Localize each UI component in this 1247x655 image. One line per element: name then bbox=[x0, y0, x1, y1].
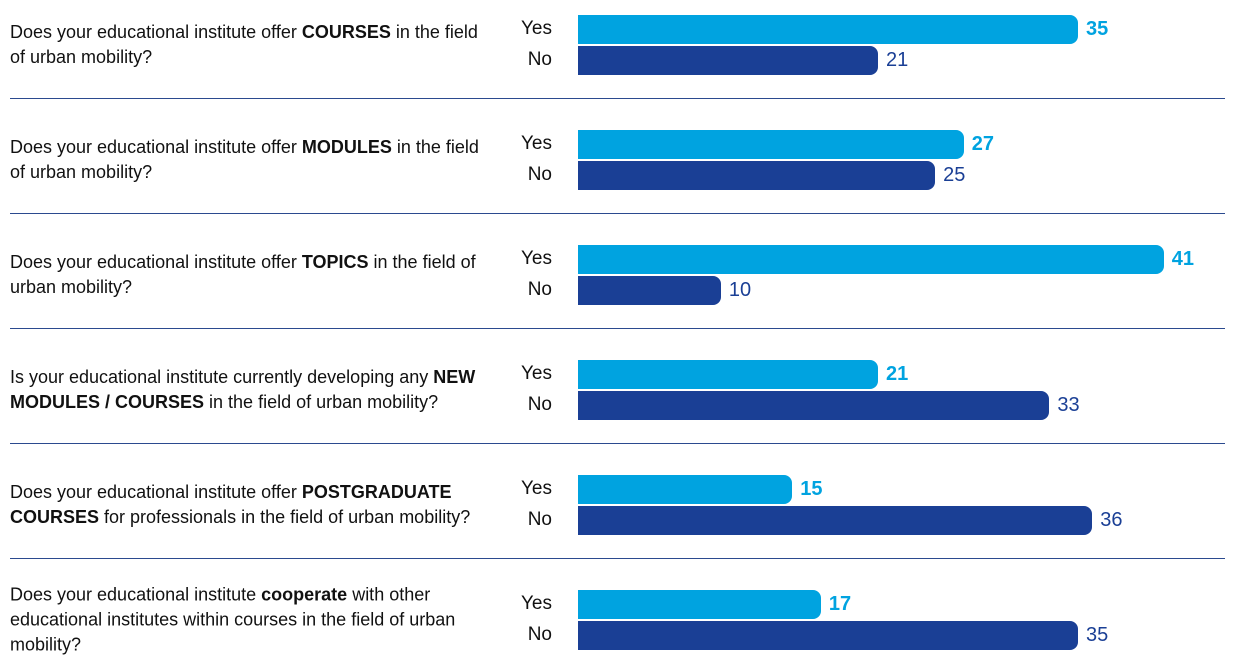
bar bbox=[578, 621, 1078, 650]
question-part: with other educational institutes within… bbox=[10, 584, 456, 655]
bar bbox=[578, 46, 878, 75]
question-part: Does your educational institute offer bbox=[10, 252, 302, 272]
bar bbox=[578, 245, 1164, 274]
question-part: in the field of urban mobility? bbox=[10, 137, 479, 182]
separator bbox=[10, 213, 1225, 214]
question-part: COURSES bbox=[301, 22, 391, 42]
value-label: 10 bbox=[728, 279, 752, 301]
question-part: in the field of urban mobility? bbox=[10, 252, 476, 297]
value-label: 36 bbox=[1100, 509, 1123, 531]
value-label: 17 bbox=[828, 593, 852, 615]
series-label: Yes bbox=[521, 478, 552, 499]
separator bbox=[10, 443, 1225, 444]
bar bbox=[578, 391, 1050, 420]
value-label: 35 bbox=[1086, 18, 1109, 40]
series-label: No bbox=[527, 624, 552, 645]
bar bbox=[578, 475, 793, 504]
bar bbox=[578, 590, 821, 619]
question-part: POSTGRADUATE COURSES bbox=[10, 482, 452, 527]
question-part: cooperate bbox=[261, 584, 348, 605]
series-label: No bbox=[527, 509, 552, 530]
question-part: for professionals in the field of urban … bbox=[99, 507, 471, 527]
separator bbox=[10, 558, 1225, 559]
question-part: MODULES bbox=[301, 137, 392, 157]
question: Does your educational institute offer TO… bbox=[10, 250, 480, 300]
series-label: Yes bbox=[521, 363, 552, 384]
question-part: Is your educational institute currently … bbox=[10, 367, 434, 387]
series-label: No bbox=[527, 394, 552, 415]
series-label: Yes bbox=[521, 18, 552, 39]
value-label: 41 bbox=[1171, 248, 1194, 270]
series-label: No bbox=[527, 164, 552, 185]
bar bbox=[578, 506, 1093, 535]
question-part: TOPICS bbox=[301, 252, 369, 272]
series-label: Yes bbox=[521, 593, 552, 614]
question: Is your educational institute currently … bbox=[10, 365, 480, 415]
separator bbox=[10, 328, 1225, 329]
question: Does your educational institute offer CO… bbox=[10, 20, 480, 70]
value-label: 35 bbox=[1086, 624, 1109, 646]
value-label: 15 bbox=[800, 478, 823, 500]
question-part: Does your educational institute offer bbox=[10, 22, 302, 42]
question-part: Does your educational institute bbox=[10, 584, 262, 605]
question-part: NEW MODULES / COURSES bbox=[10, 367, 476, 412]
question-part: in the field of urban mobility? bbox=[204, 392, 439, 412]
bar bbox=[578, 161, 936, 190]
series-label: Yes bbox=[521, 133, 552, 154]
question: Does your educational institute cooperat… bbox=[10, 583, 480, 655]
question-part: Does your educational institute offer bbox=[10, 137, 302, 157]
series-label: Yes bbox=[521, 248, 552, 269]
value-label: 25 bbox=[943, 164, 966, 186]
bar bbox=[578, 360, 878, 389]
bar bbox=[578, 130, 964, 159]
value-label: 21 bbox=[886, 49, 909, 71]
question-part: in the field of urban mobility? bbox=[10, 22, 478, 67]
question: Does your educational institute offer MO… bbox=[10, 135, 480, 185]
value-label: 21 bbox=[886, 363, 909, 385]
series-label: No bbox=[527, 49, 552, 70]
bar bbox=[578, 15, 1078, 44]
value-label: 27 bbox=[971, 133, 994, 155]
value-label: 33 bbox=[1057, 394, 1080, 416]
question-part: Does your educational institute offer bbox=[10, 482, 302, 502]
series-label: No bbox=[527, 279, 552, 300]
bar bbox=[578, 276, 721, 305]
question: Does your educational institute offer PO… bbox=[10, 480, 480, 530]
separator bbox=[10, 98, 1225, 99]
